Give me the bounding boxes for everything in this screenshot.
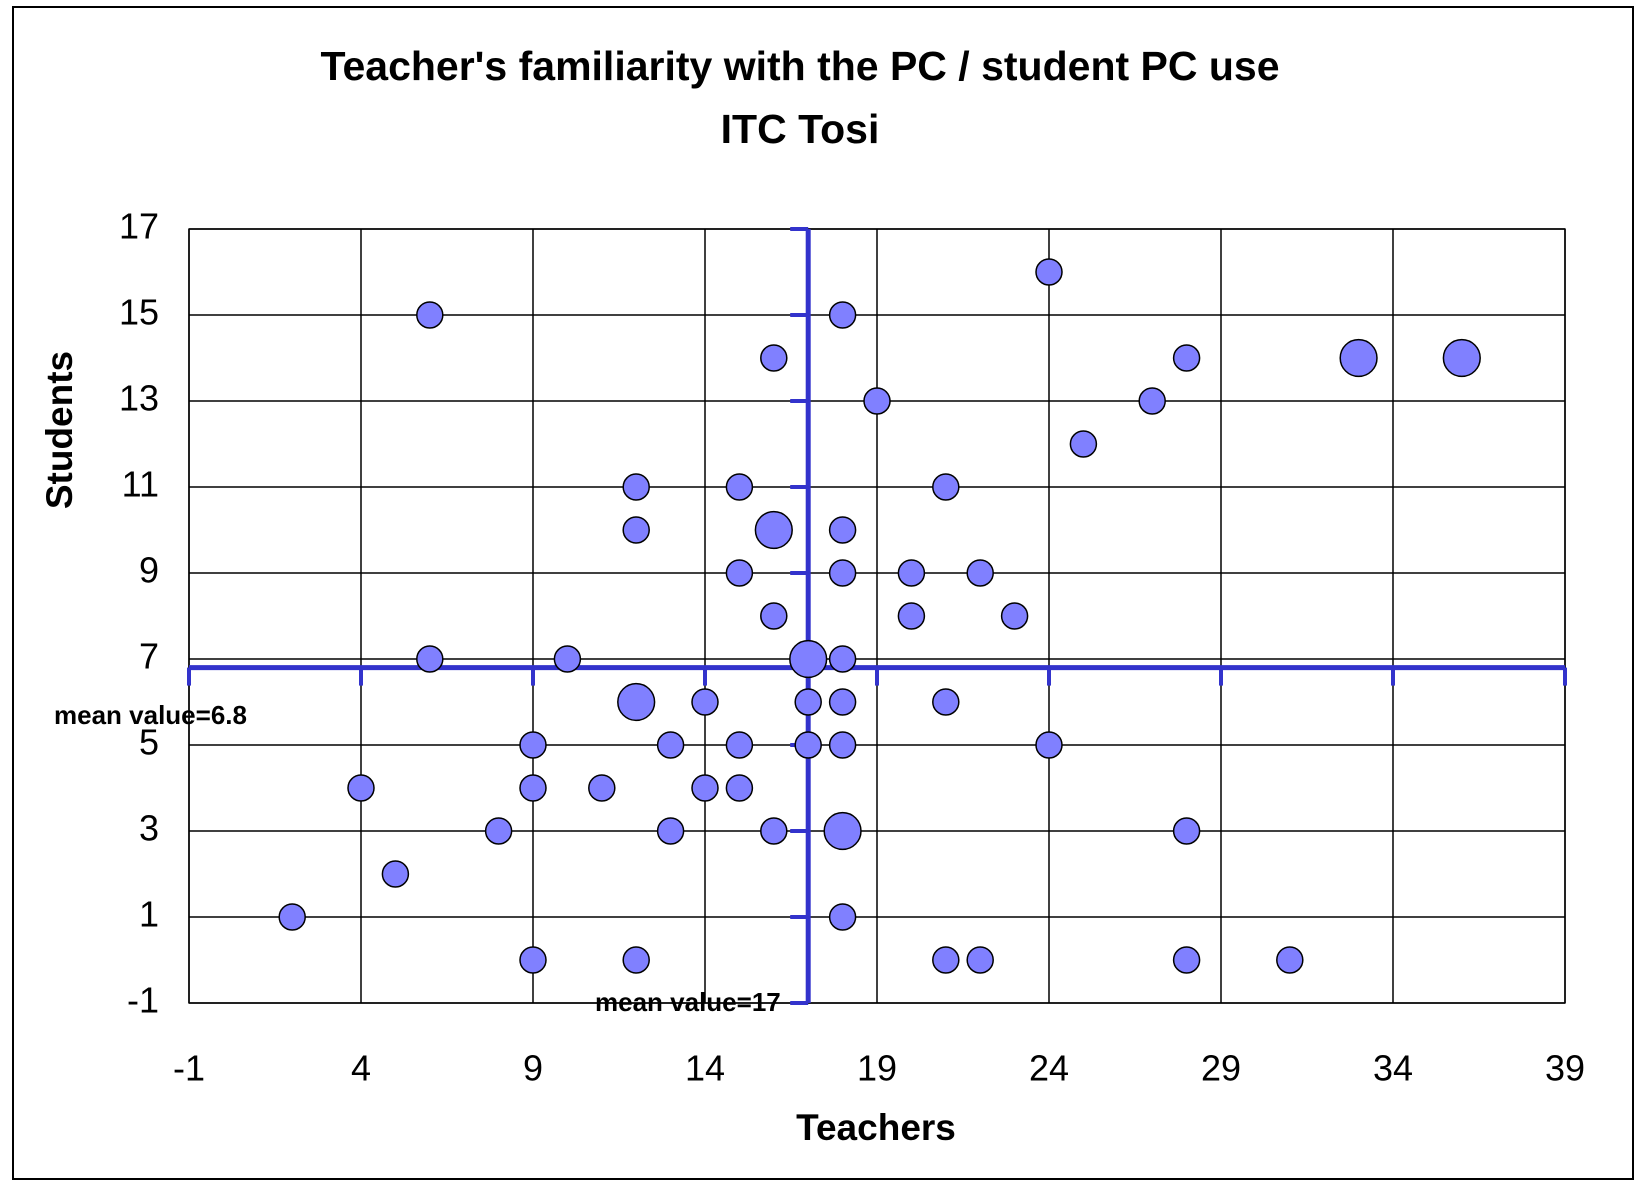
bubble (966, 559, 994, 587)
bubble (416, 301, 444, 329)
bubble (1172, 817, 1201, 845)
bubble (823, 811, 862, 851)
bubble (484, 817, 513, 845)
bubble (1442, 338, 1481, 378)
y-tick-label: -1 (127, 980, 159, 1021)
bubble (1138, 387, 1166, 415)
y-tick-label: 11 (122, 464, 159, 505)
bubble (622, 946, 650, 974)
bubble (1172, 344, 1201, 372)
bubble (691, 774, 719, 802)
bubble (519, 774, 547, 802)
bubble (828, 731, 857, 759)
x-tick-label: 24 (1029, 1048, 1069, 1089)
bubble (760, 817, 788, 845)
y-tick-label: 17 (119, 206, 159, 247)
y-tick-label: 15 (119, 292, 159, 333)
x-tick-label: 4 (351, 1048, 371, 1089)
bubble (897, 559, 926, 587)
bubble (553, 645, 582, 673)
bubble (863, 387, 891, 415)
bubble (622, 473, 650, 501)
bubble (622, 516, 650, 544)
x-tick-label: 39 (1545, 1048, 1585, 1089)
bubble (1172, 946, 1201, 974)
chart-subtitle: ITC Tosi (721, 106, 880, 152)
bubble (828, 301, 857, 329)
bubble (760, 344, 788, 372)
bubble (725, 774, 754, 802)
x-tick-label: 19 (857, 1048, 897, 1089)
bubble (828, 903, 857, 931)
x-tick-label: 29 (1201, 1048, 1241, 1089)
y-axis-label: Students (39, 351, 80, 509)
bubble (828, 516, 857, 544)
bubble (519, 946, 547, 974)
bubble (725, 559, 754, 587)
x-tick-label: 14 (685, 1048, 725, 1089)
bubble (789, 639, 828, 679)
bubble (966, 946, 994, 974)
bubble (1000, 602, 1029, 630)
bubble (278, 903, 306, 931)
bubble (1339, 338, 1378, 378)
bubble (725, 731, 754, 759)
bubble (828, 559, 857, 587)
y-tick-label: 7 (139, 636, 159, 677)
y-tick-label: 5 (139, 722, 159, 763)
bubble (656, 731, 685, 759)
y-tick-label: 9 (139, 550, 159, 591)
bubble (691, 688, 719, 716)
bubble (1035, 731, 1063, 759)
y-tick-label: 13 (119, 378, 159, 419)
chart-title: Teacher's familiarity with the PC / stud… (320, 43, 1279, 89)
annotation: mean value=6.8 (54, 700, 247, 730)
x-tick-label: 34 (1373, 1048, 1413, 1089)
bubble (725, 473, 754, 501)
bubble (347, 774, 375, 802)
bubble (794, 731, 822, 759)
annotation: mean value=17 (595, 987, 781, 1017)
bubble (416, 645, 444, 673)
bubble (932, 688, 960, 716)
x-tick-label: -1 (173, 1048, 205, 1089)
bubble (617, 682, 656, 722)
bubble (760, 602, 788, 630)
bubble (932, 473, 960, 501)
bubble (897, 602, 926, 630)
y-tick-label: 3 (139, 808, 159, 849)
bubble (828, 645, 857, 673)
bubble (1035, 258, 1063, 286)
bubble (794, 688, 822, 716)
bubble (381, 860, 410, 888)
bubble (828, 688, 857, 716)
y-tick-label: 1 (139, 894, 159, 935)
x-axis-label: Teachers (796, 1107, 956, 1148)
bubble (519, 731, 547, 759)
bubble (932, 946, 960, 974)
bubble (1276, 946, 1304, 974)
bubble (1069, 430, 1098, 458)
x-tick-label: 9 (523, 1048, 543, 1089)
bubble (656, 817, 685, 845)
bubble (754, 510, 793, 550)
bubble (588, 774, 616, 802)
